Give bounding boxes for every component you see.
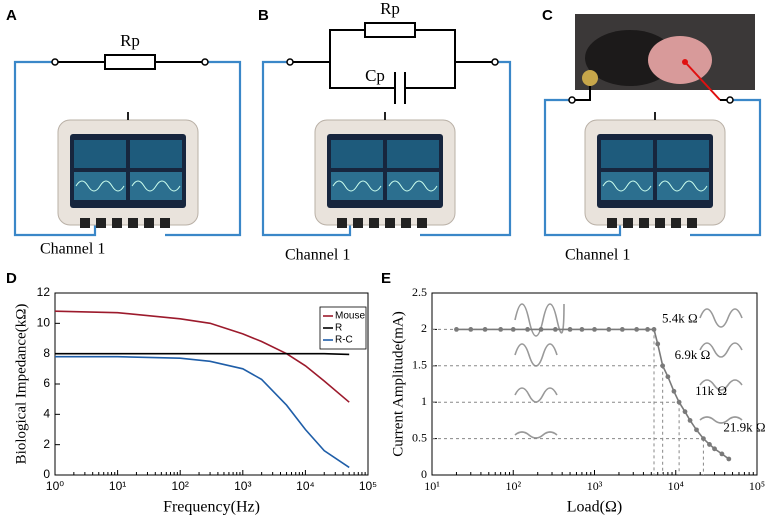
point <box>619 327 625 332</box>
panel-label: D <box>6 270 17 287</box>
series-line <box>55 352 350 356</box>
point <box>525 327 530 332</box>
panel-label: E <box>381 270 391 287</box>
point <box>579 327 585 332</box>
series-line <box>55 355 350 469</box>
x-tick-label: 10³ <box>234 479 251 493</box>
y-tick-label: 6 <box>43 376 50 390</box>
x-tick-label: 10³ <box>587 479 603 493</box>
panel-c: C Channel 1 <box>542 7 762 264</box>
x-axis-label: Frequency(Hz) <box>163 499 260 516</box>
annotation: 21.9k Ω <box>723 420 765 435</box>
resistor-label: Rp <box>120 31 140 50</box>
y-tick-label: 4 <box>43 407 50 421</box>
point <box>694 427 699 433</box>
y-tick-label: 2 <box>421 321 427 335</box>
point <box>726 456 732 462</box>
y-tick-label: 1 <box>421 394 427 408</box>
point <box>468 327 474 332</box>
y-tick-label: 8 <box>43 346 50 360</box>
point <box>687 418 693 423</box>
y-tick-label: 1.5 <box>412 358 427 372</box>
legend-label: R <box>335 323 342 334</box>
y-tick-label: 2.5 <box>412 285 427 299</box>
point <box>707 442 712 447</box>
x-tick-label: 10¹ <box>109 479 126 493</box>
point <box>592 327 597 332</box>
x-tick-label: 10² <box>505 479 521 493</box>
point <box>712 446 717 452</box>
resistor-label: Rp <box>380 0 400 18</box>
point <box>606 327 612 332</box>
point <box>701 436 706 441</box>
point <box>665 374 671 380</box>
point <box>482 327 488 332</box>
point <box>671 388 677 394</box>
y-tick-label: 0 <box>421 467 427 481</box>
annotation: 5.4k Ω <box>662 310 698 325</box>
point <box>651 327 657 332</box>
y-axis-label: Biological Impedance(kΩ) <box>13 304 29 465</box>
series-line <box>54 310 350 403</box>
x-tick-label: 10⁴ <box>296 479 315 493</box>
x-axis-label: Load(Ω) <box>567 499 622 516</box>
point <box>660 363 666 369</box>
y-tick-label: 2 <box>43 437 50 451</box>
point <box>719 451 725 457</box>
panel-label: C <box>542 7 553 24</box>
x-tick-label: 10⁵ <box>749 479 765 493</box>
point <box>682 409 688 415</box>
annotation: 6.9k Ω <box>675 347 711 362</box>
point <box>655 341 661 347</box>
point <box>538 327 544 332</box>
point <box>498 327 504 332</box>
legend-label: R-C <box>335 335 353 346</box>
panel-b: B Rp Cp Channel 1 <box>258 0 512 264</box>
waveform-icons <box>514 303 743 439</box>
channel-label: Channel 1 <box>40 241 105 258</box>
point <box>634 327 640 332</box>
x-tick-label: 10⁴ <box>668 479 684 493</box>
panel-label: A <box>6 7 17 24</box>
x-tick-label: 10² <box>172 479 189 493</box>
x-tick-label: 10¹ <box>424 479 440 493</box>
panel-a: A Rp Channel 1 <box>6 7 242 258</box>
channel-label: Channel 1 <box>285 247 350 264</box>
y-tick-label: 12 <box>37 285 51 299</box>
capacitor-label: Cp <box>365 66 385 85</box>
x-tick-label: 10⁰ <box>46 479 64 493</box>
point <box>645 327 650 332</box>
y-tick-label: 0.5 <box>412 430 427 444</box>
channel-label: Channel 1 <box>565 247 630 264</box>
x-tick-label: 10⁵ <box>359 479 377 493</box>
annotation: 11k Ω <box>695 383 727 398</box>
point <box>567 327 573 332</box>
point <box>552 327 558 332</box>
y-tick-label: 10 <box>37 316 51 330</box>
y-tick-label: 0 <box>43 467 50 481</box>
legend-label: Mouse <box>335 311 365 322</box>
point <box>510 327 516 332</box>
y-axis-label: Current Amplitude(mA) <box>390 311 406 456</box>
point <box>676 399 682 405</box>
legend-box <box>319 306 367 350</box>
point <box>454 327 459 332</box>
panel-label: B <box>258 7 269 24</box>
